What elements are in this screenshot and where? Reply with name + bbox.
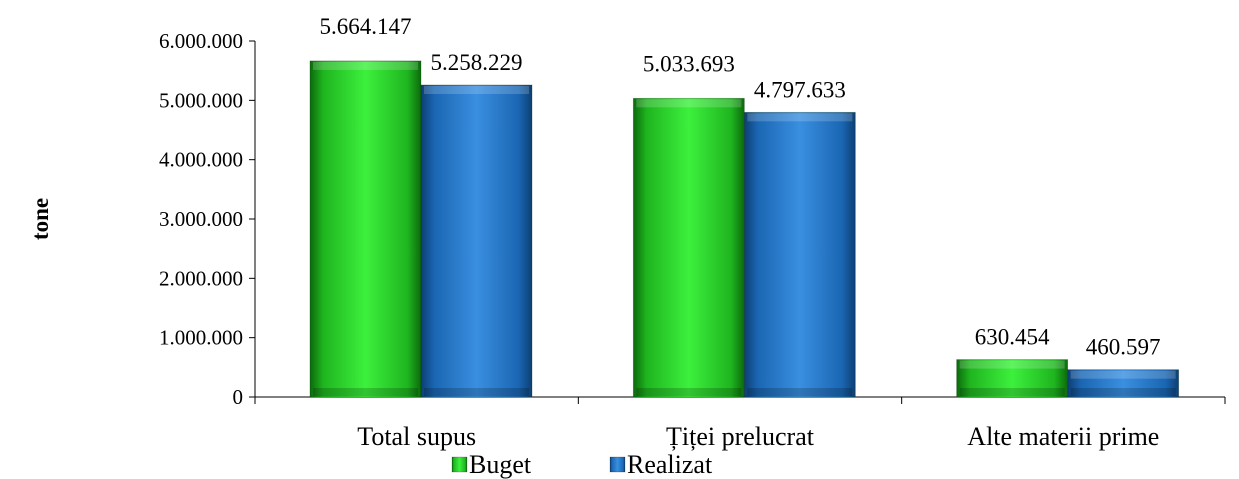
bar-bevel-bottom (1070, 388, 1176, 396)
data-label: 4.797.633 (754, 77, 846, 102)
data-label: 630.454 (975, 325, 1050, 350)
y-tick-label: 2.000.000 (159, 266, 243, 290)
bar-body (309, 60, 422, 398)
legend-label: Buget (469, 450, 532, 479)
legend-item: Buget (451, 450, 532, 479)
bar-body (1067, 369, 1180, 398)
x-category-label: Alte materii prime (967, 422, 1159, 451)
legend-label: Realizat (627, 450, 713, 479)
bar (743, 111, 856, 398)
y-tick-label: 0 (233, 385, 244, 409)
x-category-label: Țiței prelucrat (666, 422, 815, 451)
bar-bevel-bottom (313, 388, 418, 396)
y-tick-label: 4.000.000 (159, 148, 243, 172)
bar-body (743, 111, 856, 398)
bar-bevel-top (959, 360, 1065, 369)
data-label: 5.664.147 (320, 14, 412, 39)
y-tick-label: 1.000.000 (159, 326, 243, 350)
bar-bevel-top (636, 99, 742, 108)
legend-swatch (451, 456, 468, 473)
bar-body (632, 97, 745, 398)
bar-body (956, 359, 1069, 398)
bar-body (420, 84, 533, 398)
data-label: 460.597 (1086, 335, 1161, 360)
axes: 0 1.000.000 2.000.000 3.000.000 4.000.000 5.0… (28, 29, 1226, 451)
bars (309, 60, 1180, 398)
y-tick-label: 5.000.000 (159, 88, 243, 112)
bar (1067, 369, 1180, 398)
legend-swatch (609, 456, 626, 473)
bar (956, 359, 1069, 398)
data-labels: 5.664.147 5.033.693 630.454 5.258.229 4.797.… (320, 14, 1161, 360)
y-tick-label: 3.000.000 (159, 207, 243, 231)
data-label: 5.258.229 (431, 50, 523, 75)
bar (632, 97, 745, 398)
legend: Buget Realizat (451, 450, 713, 479)
bar-bevel-top (1070, 370, 1176, 379)
bar-bevel-top (747, 113, 853, 122)
bar-bevel-top (424, 86, 529, 95)
bar-bevel-bottom (959, 388, 1065, 396)
data-label: 5.033.693 (643, 51, 735, 76)
bar (309, 60, 422, 398)
bar (420, 84, 533, 398)
bar-bevel-top (313, 61, 418, 70)
legend-item: Realizat (609, 450, 713, 479)
x-category-label: Total supus (357, 422, 476, 451)
y-axis-title: tone (28, 198, 53, 240)
bar-bevel-bottom (424, 388, 529, 396)
bar-bevel-bottom (636, 388, 742, 396)
bar-bevel-bottom (747, 388, 853, 396)
y-tick-label: 6.000.000 (159, 29, 243, 53)
